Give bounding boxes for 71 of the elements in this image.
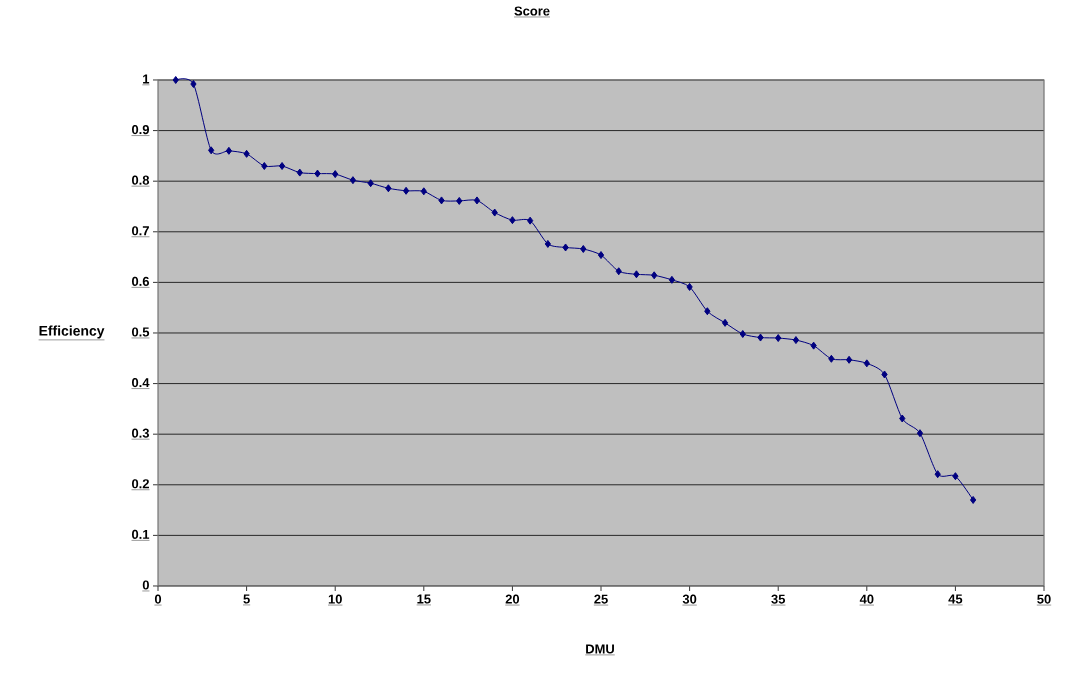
point <box>544 239 551 248</box>
point <box>367 179 374 188</box>
point <box>491 208 498 217</box>
point <box>385 184 392 193</box>
point <box>314 169 321 178</box>
point <box>243 149 250 158</box>
point <box>509 216 516 225</box>
point <box>438 196 445 205</box>
point <box>633 270 640 279</box>
y-tick-label: 0.7 <box>132 226 149 236</box>
point <box>597 251 605 260</box>
x-axis-title: DMU <box>586 644 614 654</box>
x-tick-label: 40 <box>859 594 874 604</box>
point <box>296 168 303 177</box>
x-tick-label: 25 <box>594 594 608 604</box>
x-tick-label: 10 <box>328 594 342 604</box>
point <box>934 470 941 479</box>
point <box>527 216 534 225</box>
point <box>208 146 215 155</box>
point <box>970 495 977 504</box>
point <box>473 196 481 205</box>
y-tick-label: 0.3 <box>132 428 150 438</box>
point <box>225 146 233 155</box>
point <box>261 162 268 170</box>
x-tick-label: 30 <box>682 594 697 604</box>
point <box>668 275 676 284</box>
x-tick-label: 15 <box>417 594 431 604</box>
point <box>899 414 906 423</box>
y-tick-label: 0.1 <box>132 529 150 539</box>
point <box>916 429 924 438</box>
point <box>172 75 179 84</box>
y-tick-label: 0.5 <box>132 327 150 337</box>
x-tick-label: 0 <box>154 594 162 604</box>
point <box>828 354 835 363</box>
point <box>420 187 427 196</box>
point <box>721 318 729 327</box>
point <box>615 267 622 276</box>
point <box>881 370 888 379</box>
point <box>845 355 853 364</box>
y-tick-label: 0 <box>142 580 149 590</box>
y-axis-title: Efficiency <box>39 325 105 339</box>
x-tick-label: 5 <box>243 594 250 604</box>
point <box>562 243 569 252</box>
point <box>456 196 463 205</box>
point <box>190 80 197 89</box>
chart-title: Score <box>514 6 550 16</box>
point <box>402 186 410 195</box>
x-tick-label: 20 <box>505 594 520 604</box>
y-tick-label: 0.9 <box>132 125 149 135</box>
y-tick-label: 0.8 <box>132 175 150 185</box>
point <box>349 176 357 185</box>
point <box>810 341 817 350</box>
point <box>686 282 693 291</box>
y-tick-label: 0.6 <box>132 276 150 286</box>
point <box>278 162 286 170</box>
y-tick-label: 0.4 <box>132 378 150 388</box>
point <box>792 336 800 345</box>
x-tick-label: 50 <box>1037 594 1051 604</box>
x-tick-label: 45 <box>948 594 963 604</box>
point <box>757 333 764 342</box>
point <box>651 271 658 280</box>
point <box>739 330 746 338</box>
point <box>580 244 587 253</box>
y-tick-label: 1 <box>143 74 150 84</box>
point <box>332 170 339 179</box>
point <box>863 359 870 368</box>
point <box>775 334 782 343</box>
x-tick-label: 35 <box>771 594 786 604</box>
point <box>704 307 711 316</box>
y-tick-label: 0.2 <box>132 479 149 489</box>
point <box>952 472 959 481</box>
